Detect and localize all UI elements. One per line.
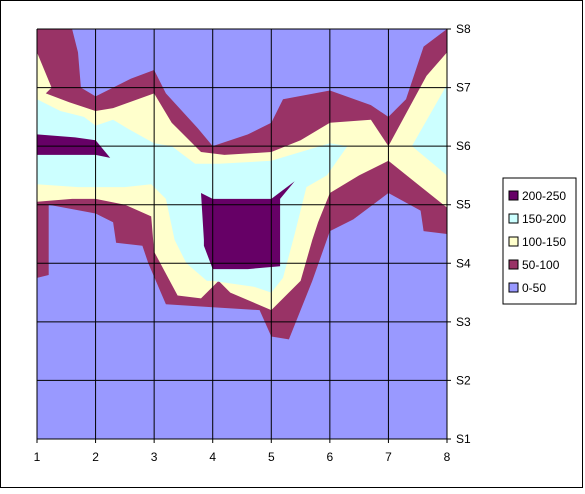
x-tick-label: 5 <box>268 450 275 464</box>
x-tick-label: 2 <box>92 450 99 464</box>
x-tick-label: 1 <box>34 450 41 464</box>
y-tick-label: S1 <box>456 432 471 446</box>
legend-swatch-100-150 <box>508 236 519 247</box>
x-tick-label: 4 <box>209 450 216 464</box>
y-tick-label: S6 <box>456 139 471 153</box>
legend-swatch-150-200 <box>508 213 519 224</box>
legend-label-200-250: 200-250 <box>522 189 566 203</box>
y-tick-label: S5 <box>456 198 471 212</box>
y-tick-labels: S1 S2 S3 S4 S5 S6 S7 S8 <box>456 22 471 446</box>
y-tick-label: S2 <box>456 373 471 387</box>
y-tick-label: S8 <box>456 22 471 36</box>
band-150-200-region-2 <box>411 84 447 176</box>
gridlines <box>36 28 451 443</box>
legend-label-0-50: 0-50 <box>522 281 546 295</box>
legend-label-150-200: 150-200 <box>522 212 566 226</box>
legend: 200-250 150-200 100-150 50-100 0-50 <box>502 177 577 305</box>
y-tick-label: S4 <box>456 256 471 270</box>
legend-label-50-100: 50-100 <box>522 258 560 272</box>
x-tick-label: 8 <box>444 450 451 464</box>
x-tick-label: 3 <box>151 450 158 464</box>
x-tick-label: 6 <box>327 450 334 464</box>
y-tick-label: S7 <box>456 81 471 95</box>
y-tick-label: S3 <box>456 315 471 329</box>
legend-swatch-0-50 <box>508 282 519 293</box>
legend-swatch-200-250 <box>508 190 519 201</box>
legend-label-100-150: 100-150 <box>522 235 566 249</box>
x-tick-label: 7 <box>385 450 392 464</box>
legend-swatch-50-100 <box>508 259 519 270</box>
x-tick-labels: 1 2 3 4 5 6 7 8 <box>34 450 451 464</box>
